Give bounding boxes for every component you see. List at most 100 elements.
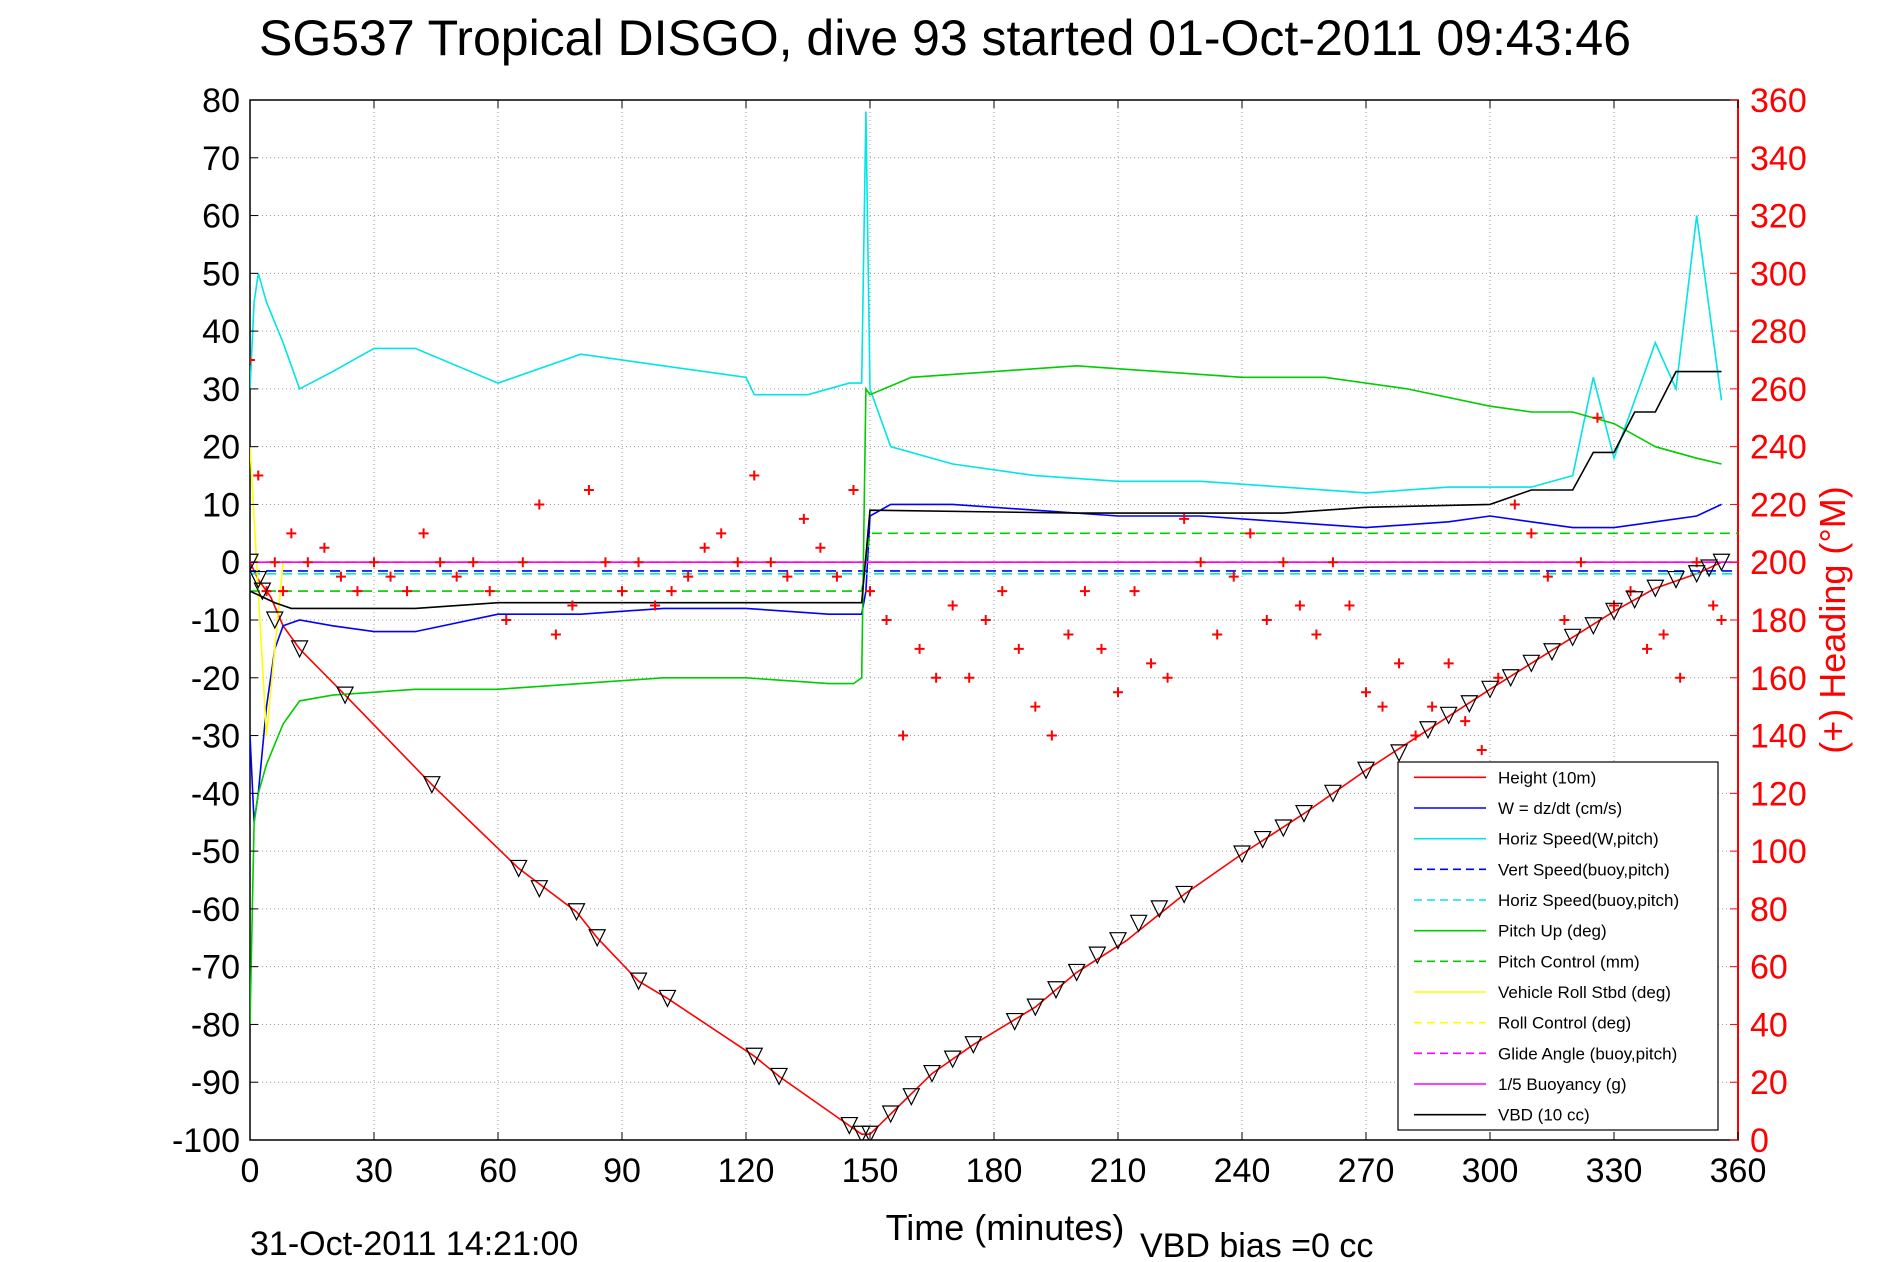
heading-point	[402, 586, 413, 597]
heading-point	[435, 557, 446, 568]
heading-point	[1427, 701, 1438, 712]
heading-point	[517, 557, 528, 568]
y-tick-label: 0	[221, 544, 240, 582]
heading-point	[831, 571, 842, 582]
heading-point	[898, 730, 909, 741]
x-tick-label: 270	[1338, 1152, 1395, 1190]
heading-point	[1212, 629, 1223, 640]
height-marker	[1460, 695, 1479, 714]
right-tick-label: 120	[1750, 775, 1807, 813]
heading-point	[947, 600, 958, 611]
height-marker	[629, 972, 648, 991]
heading-point	[815, 542, 826, 553]
heading-point	[1261, 615, 1272, 625]
heading-point	[1658, 629, 1669, 640]
y-tick-label: 70	[202, 140, 240, 178]
height-marker	[745, 1047, 764, 1066]
height-marker	[1129, 914, 1148, 933]
right-tick-label: 320	[1750, 198, 1807, 236]
plot-clip	[250, 111, 1738, 1140]
height-marker	[881, 1105, 900, 1124]
heading-point	[600, 557, 611, 568]
right-tick-label: 180	[1750, 602, 1807, 640]
heading-point	[1476, 745, 1487, 755]
heading-point	[583, 485, 594, 495]
legend-label: Horiz Speed(W,pitch)	[1498, 830, 1659, 849]
height-marker	[1712, 553, 1731, 572]
heading-point	[865, 586, 875, 597]
x-tick-label: 60	[479, 1152, 517, 1190]
heading-point	[1063, 629, 1074, 640]
height-marker	[840, 1116, 859, 1135]
heading-point	[1526, 528, 1537, 539]
legend-label: Vehicle Roll Stbd (deg)	[1498, 983, 1671, 1002]
x-axis-ticks: 0 30 60 90 120 150 180 210 240 270 300 330 360	[241, 100, 1767, 1190]
right-axis-label: (+) Heading (°M)	[1812, 486, 1853, 753]
y-tick-label: 10	[202, 486, 240, 524]
heading-point	[617, 586, 627, 597]
height-marker	[1501, 669, 1520, 688]
heading-point	[1625, 586, 1636, 597]
heading-point	[286, 528, 297, 539]
legend-label: Horiz Speed(buoy,pitch)	[1498, 891, 1679, 910]
y-tick-label: -60	[191, 891, 240, 929]
height-marker	[1026, 998, 1045, 1017]
y-tick-label: -20	[191, 660, 240, 698]
right-tick-label: 0	[1750, 1122, 1769, 1160]
series-height-10m-	[250, 561, 1722, 1135]
heading-point	[1542, 571, 1553, 582]
heading-point	[716, 528, 727, 539]
heading-point	[1327, 557, 1338, 568]
height-marker	[1323, 784, 1342, 803]
x-tick-label: 180	[966, 1152, 1023, 1190]
height-marker	[588, 929, 607, 948]
height-marker	[1067, 963, 1086, 982]
x-tick-label: 30	[355, 1152, 393, 1190]
height-marker	[290, 640, 309, 659]
heading-point	[633, 557, 644, 568]
heading-point	[1245, 528, 1256, 539]
heading-point	[335, 571, 346, 582]
right-tick-label: 360	[1750, 82, 1807, 120]
heading-point	[501, 615, 512, 625]
heading-point	[1079, 586, 1090, 597]
heading-point	[1592, 412, 1603, 423]
height-marker	[1625, 591, 1644, 610]
height-marker	[1175, 885, 1194, 904]
series-vbd-10-cc-	[250, 370, 1722, 610]
heading-point	[848, 485, 859, 495]
heading-point	[765, 557, 776, 568]
heading-point	[1509, 499, 1520, 510]
heading-point	[1460, 716, 1471, 727]
y-axis-ticks: 80 70 60 50 40 30 20 10 0 -10 -20 -30 -40 -50 -60 -70 -8…	[172, 82, 258, 1160]
height-marker	[923, 1064, 941, 1083]
heading-point	[1294, 600, 1305, 611]
height-marker	[1563, 628, 1582, 647]
right-tick-label: 80	[1750, 891, 1788, 929]
x-tick-label: 150	[842, 1152, 899, 1190]
x-tick-label: 360	[1710, 1152, 1767, 1190]
height-marker	[1543, 643, 1561, 662]
y-tick-label: -70	[191, 949, 240, 987]
heading-point	[650, 600, 661, 611]
heading-point	[1361, 687, 1371, 698]
x-axis-label: Time (minutes)	[886, 1207, 1125, 1248]
height-marker	[509, 859, 528, 878]
height-marker	[1584, 617, 1603, 636]
heading-point	[1575, 557, 1586, 568]
height-marker	[943, 1050, 962, 1069]
heading-point	[914, 643, 925, 654]
y-tick-label: 30	[202, 371, 240, 409]
height-marker	[1253, 830, 1272, 849]
heading-point	[1377, 701, 1388, 712]
heading-point	[1129, 586, 1140, 597]
heading-point	[567, 600, 578, 611]
height-marker	[902, 1088, 921, 1107]
height-marker	[1646, 579, 1665, 598]
heading-point	[683, 571, 694, 582]
y-tick-label: -10	[191, 602, 240, 640]
legend-label: Pitch Control (mm)	[1498, 952, 1640, 971]
heading-point	[782, 571, 793, 582]
height-marker	[1088, 946, 1107, 965]
height-marker	[567, 903, 586, 922]
